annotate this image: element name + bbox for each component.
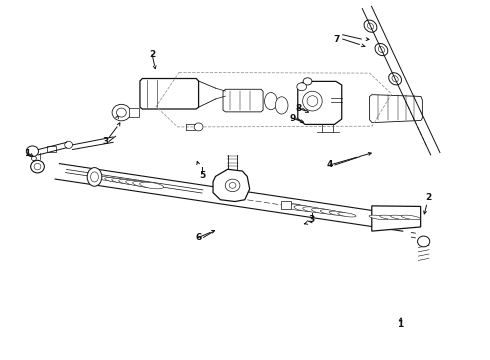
Ellipse shape — [275, 97, 288, 114]
Ellipse shape — [34, 163, 41, 170]
Ellipse shape — [98, 176, 116, 181]
Ellipse shape — [91, 172, 98, 182]
Ellipse shape — [380, 215, 399, 220]
Text: 2: 2 — [149, 50, 155, 59]
Ellipse shape — [194, 123, 203, 131]
Ellipse shape — [391, 215, 410, 220]
Text: 5: 5 — [199, 171, 205, 180]
Ellipse shape — [133, 181, 156, 188]
Text: 2: 2 — [425, 193, 431, 202]
Polygon shape — [213, 169, 250, 202]
Ellipse shape — [65, 141, 73, 148]
Ellipse shape — [303, 207, 325, 213]
Ellipse shape — [329, 211, 348, 216]
Ellipse shape — [119, 179, 140, 185]
Ellipse shape — [297, 83, 307, 91]
Ellipse shape — [112, 104, 131, 121]
Text: 6: 6 — [196, 233, 202, 242]
Ellipse shape — [225, 179, 240, 192]
Ellipse shape — [375, 44, 388, 56]
Text: 8: 8 — [295, 104, 302, 113]
Ellipse shape — [285, 204, 309, 211]
Bar — [129, 108, 140, 117]
Ellipse shape — [31, 160, 45, 173]
Ellipse shape — [140, 182, 164, 189]
Text: 1: 1 — [24, 149, 31, 158]
Text: 1: 1 — [397, 320, 403, 329]
Ellipse shape — [369, 215, 388, 220]
Ellipse shape — [303, 78, 312, 85]
Ellipse shape — [125, 180, 148, 186]
Ellipse shape — [303, 91, 322, 111]
Ellipse shape — [26, 146, 39, 157]
Ellipse shape — [401, 215, 420, 220]
Polygon shape — [372, 206, 420, 231]
Text: 9: 9 — [290, 114, 296, 123]
Ellipse shape — [338, 212, 356, 217]
Ellipse shape — [392, 76, 398, 82]
Text: 7: 7 — [334, 35, 340, 44]
Ellipse shape — [368, 23, 373, 29]
Ellipse shape — [312, 208, 333, 214]
Text: 3: 3 — [309, 215, 315, 224]
Bar — [281, 201, 291, 209]
Ellipse shape — [320, 210, 341, 215]
Ellipse shape — [389, 73, 401, 85]
Ellipse shape — [112, 179, 132, 184]
Ellipse shape — [378, 46, 385, 53]
Ellipse shape — [364, 20, 377, 32]
Text: 4: 4 — [327, 161, 333, 170]
Ellipse shape — [294, 206, 317, 212]
Text: 3: 3 — [102, 137, 109, 146]
Ellipse shape — [117, 108, 126, 117]
Bar — [47, 145, 56, 152]
Ellipse shape — [265, 93, 277, 110]
Ellipse shape — [31, 156, 36, 161]
Ellipse shape — [87, 168, 102, 186]
Ellipse shape — [307, 96, 318, 107]
Ellipse shape — [105, 177, 124, 182]
Ellipse shape — [229, 183, 236, 188]
Ellipse shape — [417, 236, 430, 247]
